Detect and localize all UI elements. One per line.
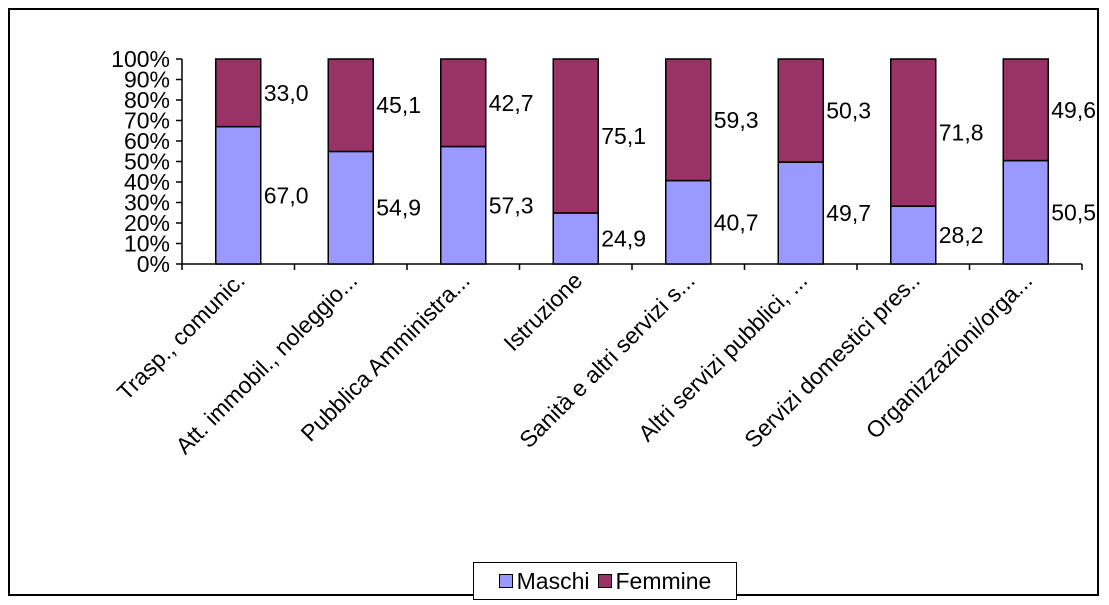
- bar-femmine: [552, 58, 599, 214]
- data-label-maschi: 40,7: [714, 209, 759, 235]
- bar-femmine: [1002, 58, 1049, 162]
- y-tick-label: 40%: [124, 169, 170, 195]
- bar-maschi: [215, 125, 262, 265]
- data-label-maschi: 54,9: [376, 195, 421, 221]
- bar-femmine: [777, 58, 824, 163]
- bar-femmine: [665, 58, 712, 182]
- y-tick-label: 50%: [124, 149, 170, 175]
- y-tick-label: 20%: [124, 210, 170, 236]
- legend-item-femmine: Femmine: [597, 567, 712, 595]
- bar-maschi: [327, 150, 374, 265]
- bar-femmine: [890, 58, 937, 207]
- y-tick-label: 70%: [124, 108, 170, 134]
- bar-maschi: [552, 212, 599, 265]
- data-label-femmine: 49,6: [1051, 97, 1096, 123]
- legend-item-maschi: Maschi: [498, 567, 590, 595]
- data-label-femmine: 45,1: [376, 92, 421, 118]
- data-label-maschi: 28,2: [939, 222, 984, 248]
- legend-swatch-femmine: [597, 574, 612, 588]
- category-labels: Trasp., comunic.Att. immobil., noleggio.…: [112, 267, 1037, 459]
- data-label-maschi: 67,0: [264, 182, 309, 208]
- legend-label-femmine: Femmine: [615, 567, 712, 594]
- data-label-femmine: 71,8: [939, 120, 984, 146]
- legend-swatch-maschi: [498, 574, 513, 588]
- bar-maschi: [890, 205, 937, 265]
- data-label-femmine: 42,7: [489, 90, 534, 116]
- y-tick-label: 30%: [124, 190, 170, 216]
- y-tick-label: 0%: [137, 251, 170, 277]
- bar-femmine: [327, 58, 374, 153]
- data-label-maschi: 57,3: [489, 192, 534, 218]
- data-label-maschi: 49,7: [826, 200, 871, 226]
- y-tick-label: 100%: [111, 46, 170, 72]
- bar-femmine: [440, 58, 487, 148]
- category-label: Istruzione: [498, 267, 587, 356]
- data-labels: 67,0 33,0 54,9 45,1 57,3 42,7 24,9 75,1 40,7 59,3…: [264, 80, 1096, 252]
- bar-maschi: [440, 145, 487, 265]
- bar-maschi: [777, 161, 824, 265]
- bar-femmine: [215, 58, 262, 128]
- y-tick-label: 90%: [124, 67, 170, 93]
- y-tick-label: 60%: [124, 128, 170, 154]
- bar-maschi: [1002, 159, 1049, 265]
- data-label-femmine: 50,3: [826, 98, 871, 124]
- data-label-femmine: 75,1: [601, 123, 646, 149]
- y-tick-label: 10%: [124, 231, 170, 257]
- bars: [215, 58, 1049, 265]
- data-label-maschi: 24,9: [601, 225, 646, 251]
- legend: Maschi Femmine: [473, 562, 737, 600]
- bar-maschi: [665, 179, 712, 265]
- data-label-maschi: 50,5: [1051, 199, 1096, 225]
- data-label-femmine: 59,3: [714, 107, 759, 133]
- y-tick-label: 80%: [124, 87, 170, 113]
- data-label-femmine: 33,0: [264, 80, 309, 106]
- category-label: Att. immobil., noleggio...: [170, 267, 362, 459]
- legend-label-maschi: Maschi: [516, 567, 590, 594]
